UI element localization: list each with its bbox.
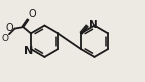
Text: N: N — [24, 46, 34, 56]
Text: O: O — [1, 35, 9, 43]
Text: O: O — [6, 23, 13, 33]
Text: N: N — [89, 20, 97, 30]
Text: O: O — [29, 9, 37, 19]
